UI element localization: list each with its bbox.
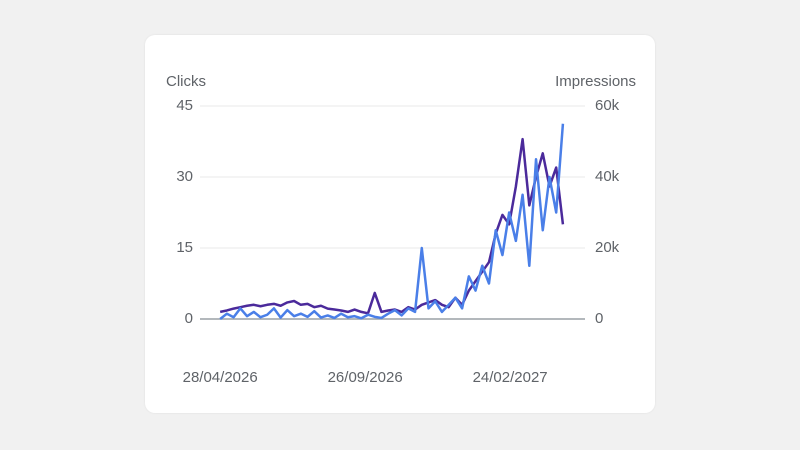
- y-axis-title: Clicks: [166, 73, 206, 90]
- y2-tick-label: 20k: [595, 239, 620, 256]
- x-tick-label: 26/09/2026: [328, 369, 403, 386]
- y-tick-label: 15: [176, 239, 193, 256]
- y2-tick-label: 0: [595, 310, 603, 327]
- x-tick-label: 28/04/2026: [183, 369, 258, 386]
- y2-axis-title: Impressions: [555, 73, 636, 90]
- y2-tick-label: 40k: [595, 168, 620, 185]
- y-tick-label: 0: [185, 310, 193, 327]
- series-line: [219, 123, 565, 320]
- series-line: [219, 137, 565, 315]
- y2-tick-label: 60k: [595, 97, 620, 114]
- x-tick-label: 24/02/2027: [473, 369, 548, 386]
- chart-card: [145, 35, 655, 413]
- y-tick-label: 30: [176, 168, 193, 185]
- y-tick-label: 45: [176, 97, 193, 114]
